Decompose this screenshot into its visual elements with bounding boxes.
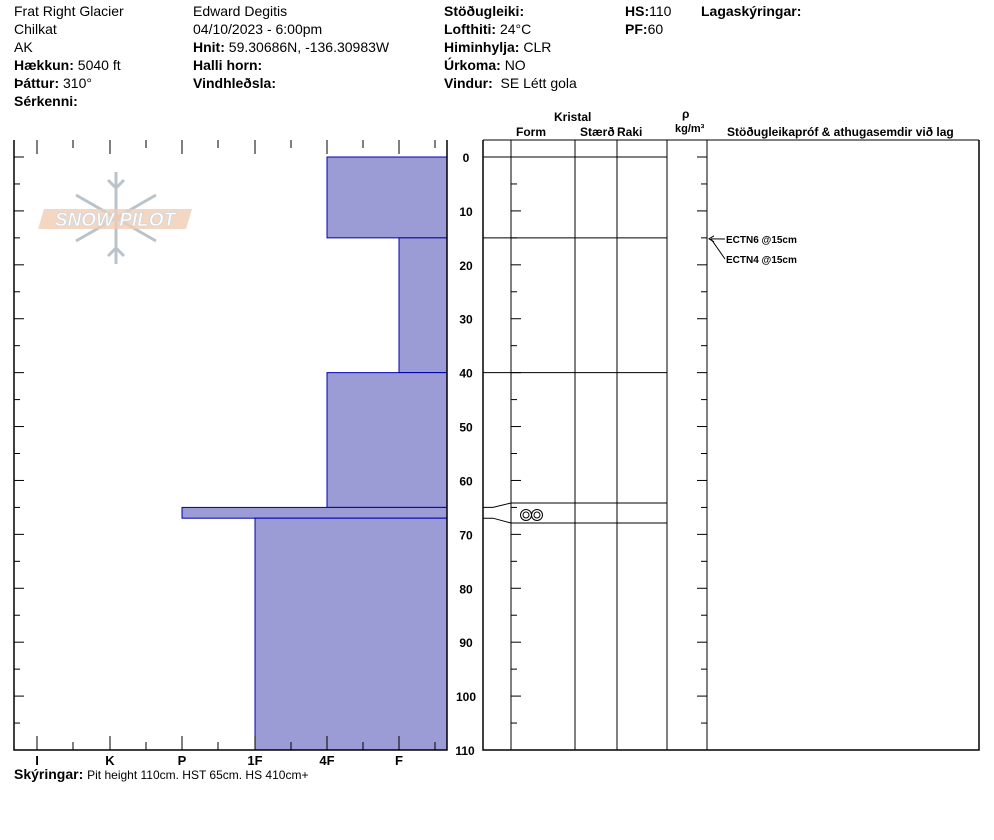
density-unit: kg/m³ — [675, 123, 705, 135]
hs: HS:110 — [625, 3, 671, 19]
pf: PF:60 — [625, 21, 663, 37]
stability-test-label: ECTN4 @15cm — [726, 255, 797, 266]
sky-label: Himinhylja: — [444, 39, 520, 55]
depth-label: 70 — [459, 528, 473, 542]
aspect: Þáttur: 310° — [14, 75, 92, 91]
hs-label: HS: — [625, 3, 650, 19]
depth-label: 90 — [459, 636, 473, 650]
aspect-value: 310° — [63, 75, 92, 91]
hs-value: 110 — [649, 3, 672, 19]
arrow-head-icon — [708, 235, 715, 243]
wind-label: Vindur: — [444, 75, 493, 91]
depth-label: 20 — [459, 259, 473, 273]
size-header: Stærð — [580, 125, 615, 139]
air-temp: Lofthiti: 24°C — [444, 21, 531, 37]
snow-pilot-logo: SNOW PILOT — [38, 172, 192, 264]
stability-test-label: ECTN6 @15cm — [726, 235, 797, 246]
depth-label: 100 — [456, 690, 476, 704]
sky: Himinhylja: CLR — [444, 39, 551, 55]
crystal-header: Kristal — [554, 110, 592, 124]
state: AK — [14, 39, 33, 55]
depth-label: 80 — [459, 582, 473, 596]
wind: Vindur: SE Létt gola — [444, 75, 577, 91]
aspect-label: Þáttur: — [14, 75, 60, 91]
stability-label: Stöðugleiki: — [444, 3, 525, 19]
hardness-bar — [181, 506, 448, 519]
table-frame — [482, 140, 980, 751]
slope-label: Halli horn: — [193, 57, 263, 73]
depth-label: 40 — [459, 367, 473, 381]
hardness-bar — [398, 237, 448, 374]
layer-boundary-connector — [483, 517, 512, 524]
depth-label: 60 — [459, 474, 473, 488]
depth-label: 110 — [455, 744, 475, 758]
depth-label: 10 — [459, 205, 473, 219]
footer-label: Skýringar: — [14, 766, 84, 782]
precip: Úrkoma: NO — [444, 57, 526, 73]
melt-forms-clustered-icon — [520, 509, 543, 521]
hardness-label: K — [105, 753, 115, 768]
grain-circle-inner — [522, 511, 530, 519]
hardness-bar — [326, 156, 448, 239]
svg-text:SNOW PILOT: SNOW PILOT — [55, 210, 177, 231]
layer-boundary-connector — [483, 502, 512, 508]
hardness-label: I — [35, 753, 39, 768]
precip-label: Úrkoma: — [444, 57, 501, 73]
hardness-label: F — [395, 753, 403, 768]
sky-value: CLR — [523, 39, 552, 55]
hardness-label: 4F — [319, 753, 334, 768]
hardness-label: P — [178, 753, 187, 768]
footer-text: Pit height 110cm. HST 65cm. HS 410cm+ — [87, 768, 309, 782]
wind-loading-label: Vindhleðsla: — [193, 75, 276, 91]
grain-circle — [531, 509, 543, 521]
coords-value: 59.30686N, -136.30983W — [228, 39, 390, 55]
grain-circle — [520, 509, 532, 521]
location: Frat Right Glacier — [14, 3, 124, 19]
density-symbol: ρ — [682, 107, 690, 121]
hardness-label: 1F — [247, 753, 262, 768]
air-temp-label: Lofthiti: — [444, 21, 497, 37]
footer-comments: Skýringar: Pit height 110cm. HST 65cm. H… — [14, 766, 308, 782]
range: Chilkat — [14, 21, 57, 37]
elevation-label: Hækkun: — [14, 57, 74, 73]
pf-label: PF: — [625, 21, 648, 37]
test-pointer — [710, 238, 726, 260]
hardness-bar — [254, 517, 448, 751]
comments-header: Stöðugleikapróf & athugasemdir við lag — [727, 125, 954, 139]
form-header: Form — [516, 125, 546, 139]
precip-value: NO — [504, 57, 526, 73]
layer-notes-label: Lagaskýringar: — [701, 3, 802, 19]
moisture-header: Raki — [617, 125, 643, 139]
graph-frame — [13, 140, 448, 751]
grain-circle-inner — [533, 511, 541, 519]
air-temp-value: 24°C — [499, 21, 532, 37]
pf-value: 60 — [647, 21, 664, 37]
depth-label: 30 — [459, 313, 473, 327]
elevation-value: 5040 ft — [77, 57, 121, 73]
wind-value: SE Létt gola — [500, 75, 577, 91]
features-label: Sérkenni: — [14, 93, 78, 109]
hardness-bar — [326, 372, 448, 508]
depth-label: 50 — [459, 421, 473, 435]
depth-label: 0 — [463, 151, 470, 165]
datetime: 04/10/2023 - 6:00pm — [193, 21, 323, 37]
coords-label: Hnit: — [193, 39, 225, 55]
coords: Hnit: 59.30686N, -136.30983W — [193, 39, 389, 55]
observer: Edward Degitis — [193, 3, 288, 19]
elevation: Hækkun: 5040 ft — [14, 57, 121, 73]
